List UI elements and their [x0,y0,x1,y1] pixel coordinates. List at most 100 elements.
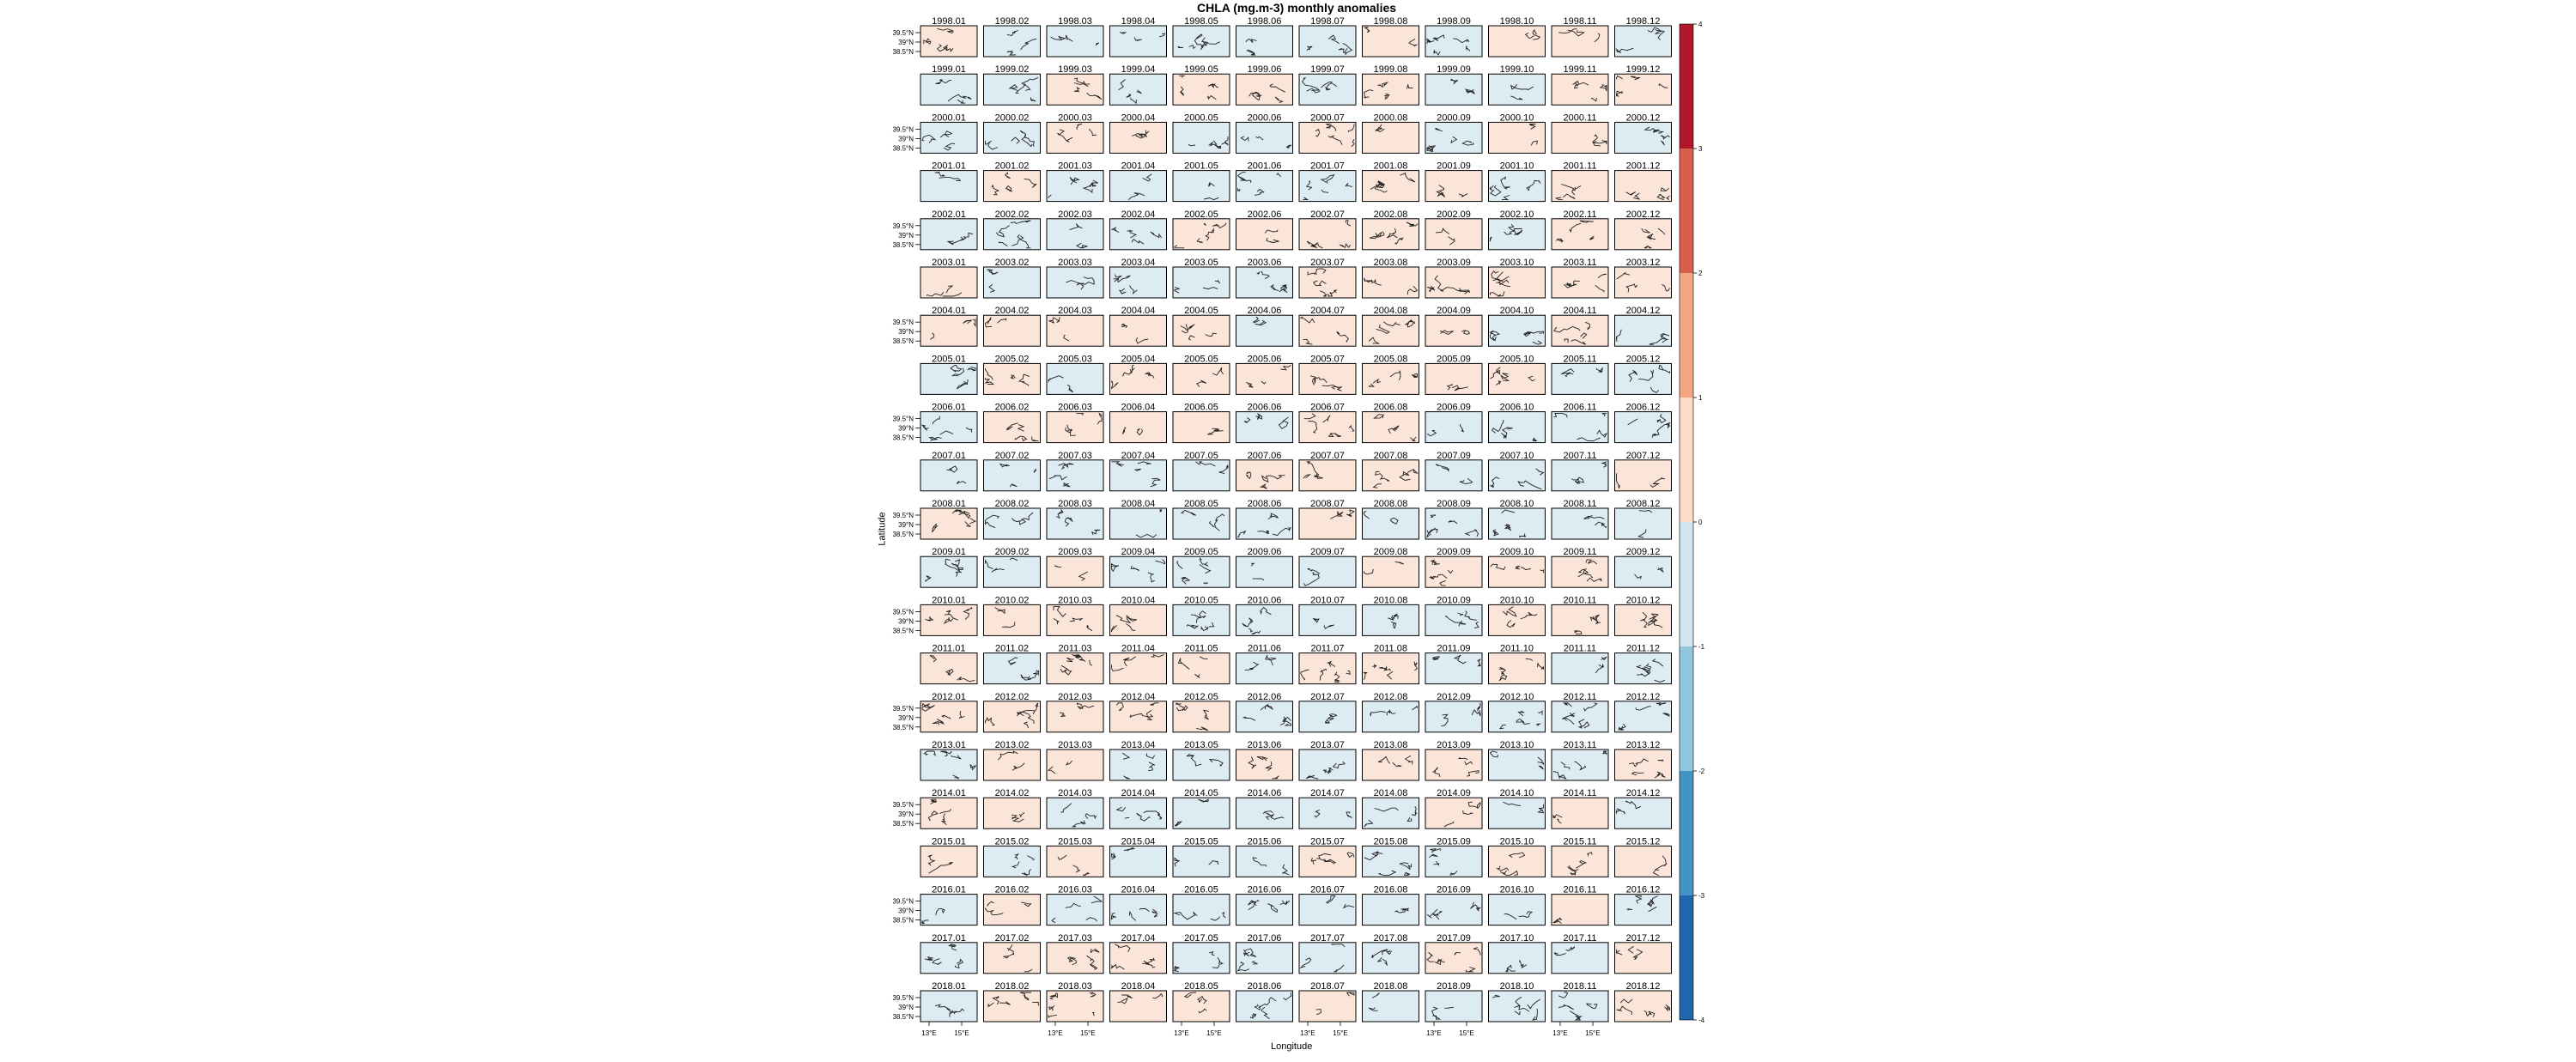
contour-line [1431,1006,1454,1020]
anomaly-panel [1425,218,1483,251]
anomaly-panel [1298,314,1357,347]
panel-label: 2015.03 [1058,836,1092,847]
panel-label: 2017.01 [932,933,966,944]
contour-line [1248,756,1279,780]
panel-label: 2009.08 [1374,547,1408,557]
contour-line [1053,605,1093,631]
anomaly-panel [1109,652,1167,685]
anomaly-panel [1425,797,1483,829]
anomaly-panel [1488,314,1546,347]
anomaly-panel [920,990,978,1023]
anomaly-panel [1236,266,1293,299]
lat-tick-label: 38.5°N [892,820,914,828]
panel-label: 1998.05 [1184,16,1218,27]
panel-label: 2018.02 [995,981,1030,992]
anomaly-panel [1614,845,1672,877]
anomaly-panel [1046,218,1104,251]
anomaly-panel [1614,170,1672,203]
panel-label: 2011.08 [1374,644,1407,654]
anomaly-panel [1109,218,1167,251]
panel-label: 2018.12 [1626,981,1661,992]
contour-line [946,232,974,246]
panel-label: 1999.01 [932,64,966,75]
panel-label: 2008.12 [1626,499,1661,509]
anomaly-panel [1172,652,1230,685]
contour-line [1301,76,1338,94]
contour-line [1496,852,1526,876]
contour-line [1364,851,1413,876]
anomaly-panel [1236,652,1293,685]
anomaly-panel [1425,507,1483,540]
contour-line [1490,270,1510,297]
contour-line [1560,367,1603,377]
anomaly-panel [1362,701,1419,733]
anomaly-panel [1362,845,1419,877]
anomaly-panel [1046,797,1104,829]
contour-line [924,558,963,583]
panel-label: 2012.05 [1184,692,1218,702]
contour-line [1111,227,1162,245]
colorbar: -4 -3 -2 -1 0 1 2 3 4 [1679,21,1705,1024]
lat-tick-label: 39°N [898,232,914,240]
anomaly-panel [1425,894,1483,926]
panel-label: 2013.10 [1500,740,1534,750]
anomaly-panel [1109,411,1167,444]
anomaly-panel [1172,25,1230,58]
anomaly-panel [1614,218,1672,251]
contour-line [1005,422,1039,442]
contour-line [920,416,973,441]
panel-label: 2007.03 [1058,451,1092,461]
contour-line [1616,271,1670,293]
panel-label: 2003.04 [1121,258,1156,268]
panel-label: 2018.09 [1437,981,1471,992]
anomaly-panel [1109,990,1167,1023]
colorbar-bin [1680,646,1693,771]
contour-line [1306,34,1353,56]
contour-line [1426,947,1481,973]
panel-label: 2005.02 [995,354,1030,364]
contour-line [1552,750,1608,780]
anomaly-panel [1362,990,1419,1023]
anomaly-panel [1551,266,1609,299]
y-axis-label: Latitude [877,512,888,546]
colorbar-bin [1680,522,1693,646]
panel-label: 1998.12 [1626,16,1661,27]
contour-line [1505,960,1528,973]
panel-label: 2005.04 [1121,354,1156,364]
anomaly-panel [1488,555,1546,588]
lat-tick-label: 39.5°N [892,898,914,906]
contour-line [1242,703,1291,726]
lon-tick-label: 15°E [1333,1029,1347,1037]
panel-label: 2002.11 [1564,209,1597,220]
panel-label: 2016.04 [1121,885,1156,895]
contour-line [1499,710,1543,730]
contour-line [921,907,945,925]
panel-label: 2006.04 [1121,403,1156,413]
panel-label: 2009.04 [1121,547,1156,557]
contour-line [1181,509,1225,531]
anomaly-panel [1172,990,1230,1023]
lat-tick-label: 39.5°N [892,222,914,230]
contour-line [1299,316,1349,345]
panel-label: 2018.08 [1374,981,1408,992]
contour-line [1303,413,1355,438]
anomaly-panel [1362,894,1419,926]
panel-label: 2015.08 [1374,836,1408,847]
panel-label: 1999.10 [1500,64,1534,75]
panel-label: 2009.03 [1058,547,1092,557]
panel-label: 2017.03 [1058,933,1092,944]
contour-line [1006,29,1037,56]
anomaly-panel [1172,604,1230,636]
panel-label: 2009.11 [1564,547,1597,557]
contour-line [1264,229,1280,244]
panel-label: 2018.01 [932,981,966,992]
contour-line [1375,124,1385,133]
contour-line [1364,27,1418,47]
contour-line [1364,561,1405,575]
panel-label: 2010.08 [1374,595,1408,605]
contour-line [1441,702,1481,727]
panel-label: 1999.12 [1626,64,1661,75]
panel-label: 1998.08 [1374,16,1408,27]
anomaly-panel [1362,362,1419,395]
